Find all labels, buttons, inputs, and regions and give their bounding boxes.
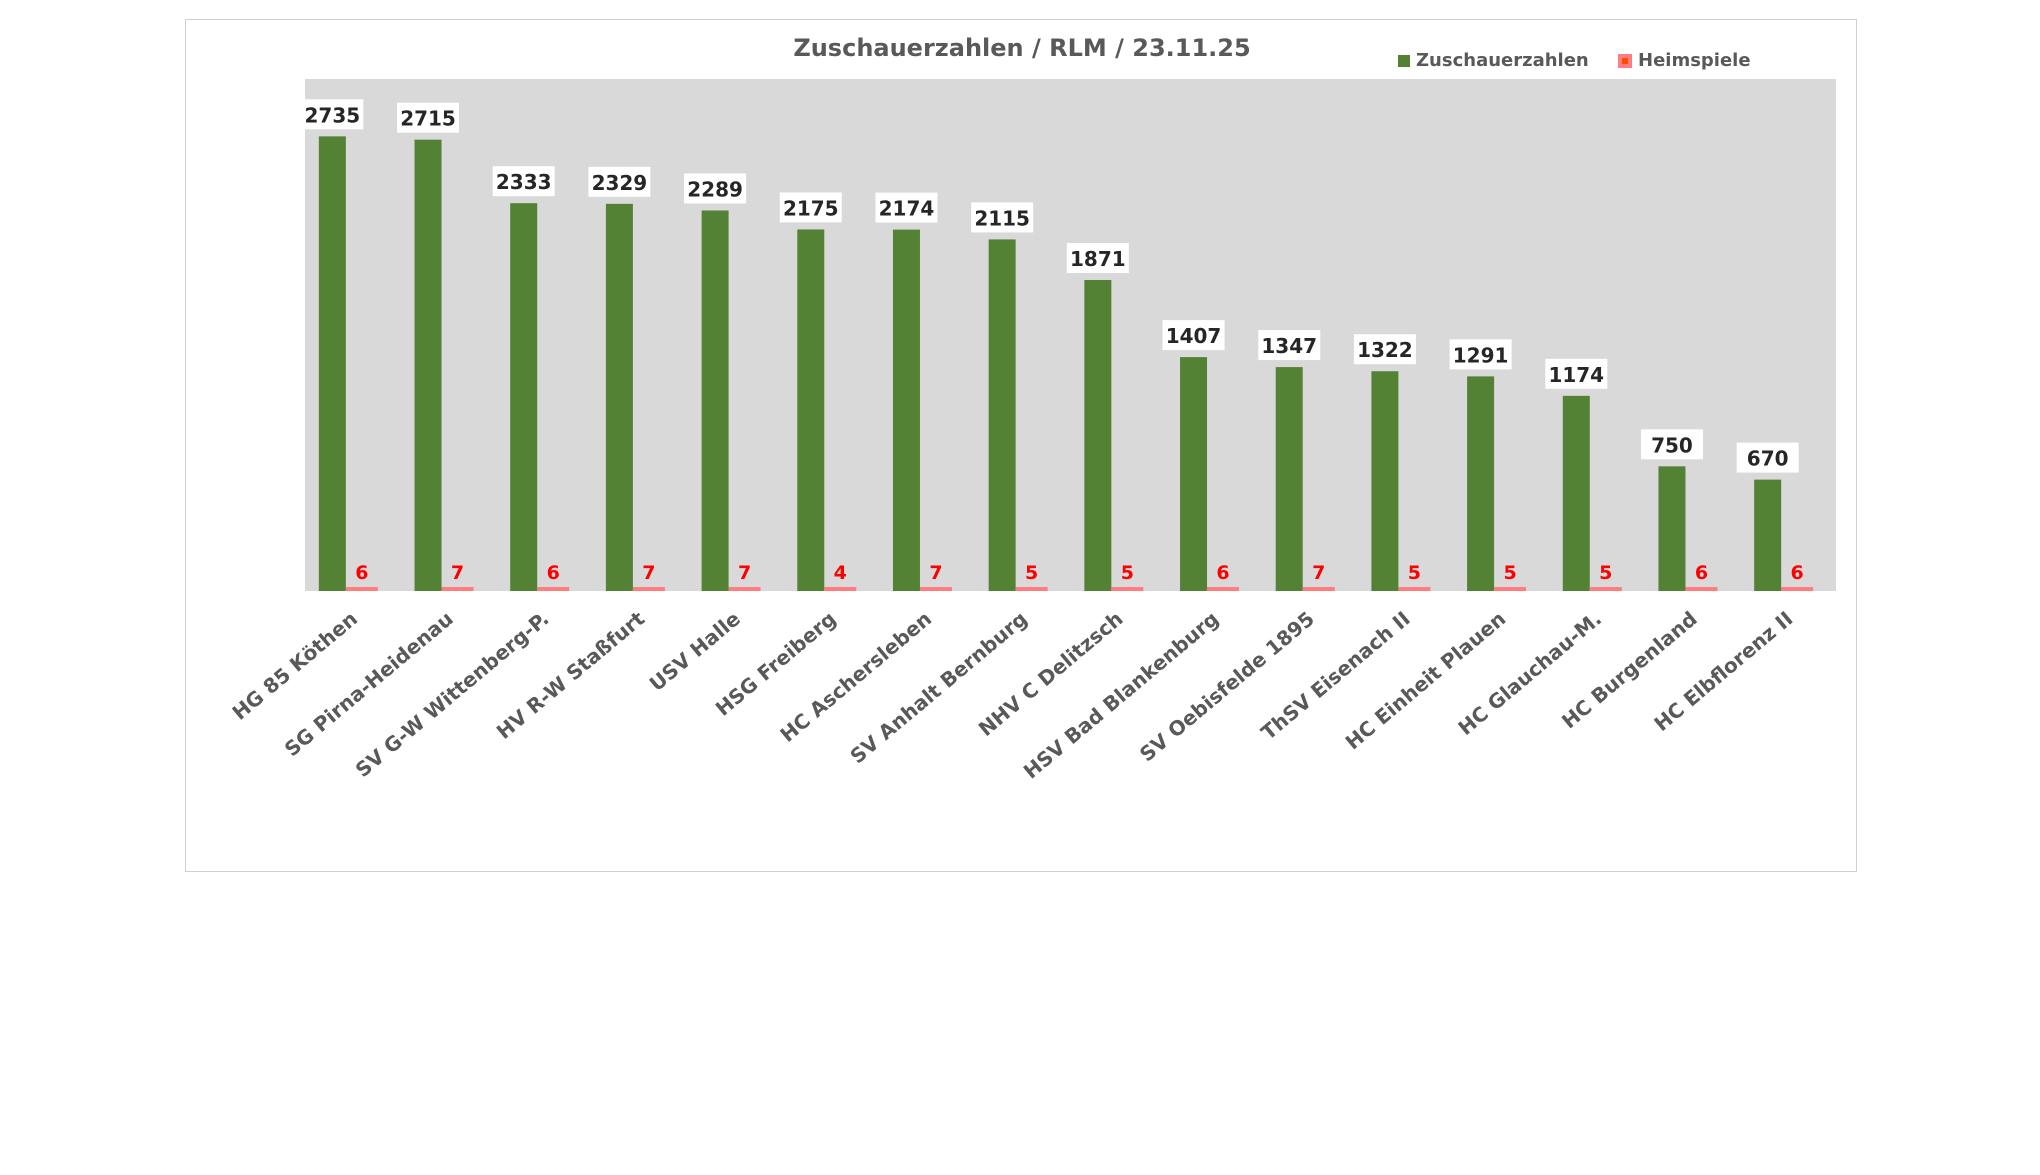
data-label-heimspiele-hc-elbflorenz-ii: 6 xyxy=(1791,562,1804,584)
data-label-heimspiele-sv-anhalt-bernburg: 5 xyxy=(1025,562,1038,584)
bar-heimspiele-hc-einheit-plauen xyxy=(1494,587,1527,591)
data-label-heimspiele-usv-halle: 7 xyxy=(738,562,751,584)
bar-heimspiele-usv-halle xyxy=(728,587,761,591)
data-label-heimspiele-hc-burgenland: 6 xyxy=(1695,562,1708,584)
bar-zuschauer-nhv-c-delitzsch xyxy=(1084,279,1112,591)
chart-title: Zuschauerzahlen / RLM / 23.11.25 xyxy=(793,34,1250,62)
x-tick-label-hc-einheit-plauen: HC Einheit Plauen xyxy=(1341,606,1511,754)
bar-zuschauer-hc-aschersleben xyxy=(892,229,920,591)
bar-heimspiele-hsg-freiberg xyxy=(824,587,857,591)
data-label-zuschauer-hsv-bad-blankenburg: 1407 xyxy=(1166,324,1222,348)
bar-heimspiele-hc-elbflorenz-ii xyxy=(1781,587,1814,591)
data-label-zuschauer-nhv-c-delitzsch: 1871 xyxy=(1070,247,1126,271)
data-label-heimspiele-hv-r-w-stassfurt: 7 xyxy=(642,562,655,584)
x-tick-label-usv-halle: USV Halle xyxy=(645,606,745,695)
bar-zuschauer-hc-elbflorenz-ii xyxy=(1754,479,1782,591)
legend: Zuschauerzahlen Heimspiele xyxy=(1398,50,1751,71)
bar-heimspiele-hc-glauchau-m xyxy=(1589,587,1622,591)
data-label-heimspiele-hsg-freiberg: 4 xyxy=(834,562,847,584)
data-label-zuschauer-thsv-eisenach-ii: 1322 xyxy=(1357,338,1413,362)
bar-zuschauer-hc-einheit-plauen xyxy=(1467,376,1495,591)
bar-zuschauer-hg-85-kothen xyxy=(318,136,346,591)
data-label-zuschauer-hg-85-kothen: 2735 xyxy=(305,103,361,127)
data-label-heimspiele-nhv-c-delitzsch: 5 xyxy=(1121,562,1134,584)
data-label-zuschauer-hc-einheit-plauen: 1291 xyxy=(1453,343,1509,367)
bar-heimspiele-sv-anhalt-bernburg xyxy=(1015,587,1048,591)
legend-swatch-heimspiele-inner xyxy=(1622,58,1628,64)
data-label-box-hg-85-kothen xyxy=(301,99,364,130)
data-label-zuschauer-hc-aschersleben: 2174 xyxy=(879,197,935,221)
data-label-heimspiele-hsv-bad-blankenburg: 6 xyxy=(1216,562,1229,584)
bar-heimspiele-hg-85-kothen xyxy=(345,587,378,591)
data-label-heimspiele-hg-85-kothen: 6 xyxy=(355,562,368,584)
bar-zuschauer-hsv-bad-blankenburg xyxy=(1180,357,1208,591)
bar-heimspiele-hsv-bad-blankenburg xyxy=(1207,587,1240,591)
data-label-zuschauer-usv-halle: 2289 xyxy=(687,177,743,201)
data-label-box-sv-oebisfelde-1895 xyxy=(1258,330,1321,361)
data-label-heimspiele-thsv-eisenach-ii: 5 xyxy=(1408,562,1421,584)
data-label-box-hc-glauchau-m xyxy=(1545,358,1608,389)
legend-label-heimspiele: Heimspiele xyxy=(1638,50,1751,71)
data-label-box-hc-einheit-plauen xyxy=(1449,339,1512,370)
bar-zuschauer-hc-burgenland xyxy=(1658,466,1686,591)
x-tick-label-hsv-bad-blankenburg: HSV Bad Blankenburg xyxy=(1019,606,1223,783)
legend-label-zuschauerzahlen: Zuschauerzahlen xyxy=(1416,50,1589,71)
bar-zuschauer-usv-halle xyxy=(701,210,729,591)
bar-heimspiele-sg-pirna-heidenau xyxy=(441,587,474,591)
data-label-zuschauer-hv-r-w-stassfurt: 2329 xyxy=(592,171,648,195)
data-label-heimspiele-hc-aschersleben: 7 xyxy=(929,562,942,584)
bar-zuschauer-thsv-eisenach-ii xyxy=(1371,371,1399,591)
data-label-box-hsv-bad-blankenburg xyxy=(1162,320,1225,351)
bar-heimspiele-hv-r-w-stassfurt xyxy=(632,587,665,591)
data-label-heimspiele-sv-oebisfelde-1895: 7 xyxy=(1312,562,1325,584)
bar-heimspiele-hc-aschersleben xyxy=(919,587,952,591)
data-label-zuschauer-sv-oebisfelde-1895: 1347 xyxy=(1261,334,1317,358)
data-label-heimspiele-hc-glauchau-m: 5 xyxy=(1599,562,1612,584)
bar-zuschauer-sv-anhalt-bernburg xyxy=(988,239,1016,591)
data-label-box-sv-g-w-wittenberg-p xyxy=(492,166,555,197)
data-label-zuschauer-sv-anhalt-bernburg: 2115 xyxy=(974,206,1030,230)
data-label-zuschauer-hc-elbflorenz-ii: 670 xyxy=(1747,447,1789,471)
bar-zuschauer-sv-oebisfelde-1895 xyxy=(1275,367,1303,591)
data-label-box-hc-burgenland xyxy=(1640,429,1703,460)
data-label-box-usv-halle xyxy=(684,173,747,204)
bar-heimspiele-sv-oebisfelde-1895 xyxy=(1302,587,1335,591)
data-label-box-hsg-freiberg xyxy=(779,192,842,223)
data-label-box-sg-pirna-heidenau xyxy=(397,102,460,133)
data-label-box-thsv-eisenach-ii xyxy=(1353,334,1416,365)
data-label-heimspiele-sg-pirna-heidenau: 7 xyxy=(451,562,464,584)
chart-frame: Zuschauerzahlen / RLM / 23.11.25 Zuschau… xyxy=(185,19,1857,872)
x-tick-label-sv-anhalt-bernburg: SV Anhalt Bernburg xyxy=(845,606,1032,768)
data-label-box-sv-anhalt-bernburg xyxy=(971,202,1034,233)
data-label-heimspiele-sv-g-w-wittenberg-p: 6 xyxy=(547,562,560,584)
data-label-zuschauer-hc-glauchau-m: 1174 xyxy=(1548,363,1604,387)
x-tick-label-sv-g-w-wittenberg-p: SV G-W Wittenberg-P. xyxy=(351,606,554,782)
bar-chart: Zuschauerzahlen / RLM / 23.11.25 Zuschau… xyxy=(228,34,1836,783)
bar-heimspiele-nhv-c-delitzsch xyxy=(1111,587,1144,591)
bar-heimspiele-hc-burgenland xyxy=(1685,587,1718,591)
bar-zuschauer-hc-glauchau-m xyxy=(1562,395,1590,591)
data-label-box-hv-r-w-stassfurt xyxy=(588,166,651,197)
bar-heimspiele-thsv-eisenach-ii xyxy=(1398,587,1431,591)
data-label-heimspiele-hc-einheit-plauen: 5 xyxy=(1503,562,1516,584)
data-label-box-hc-aschersleben xyxy=(875,192,938,223)
data-label-zuschauer-sg-pirna-heidenau: 2715 xyxy=(400,107,456,131)
data-label-zuschauer-hsg-freiberg: 2175 xyxy=(783,196,839,220)
x-tick-label-sv-oebisfelde-1895: SV Oebisfelde 1895 xyxy=(1135,606,1319,766)
bar-zuschauer-sv-g-w-wittenberg-p xyxy=(510,203,538,591)
x-tick-label-sg-pirna-heidenau: SG Pirna-Heidenau xyxy=(280,606,458,761)
bar-zuschauer-hv-r-w-stassfurt xyxy=(605,203,633,591)
data-label-zuschauer-sv-g-w-wittenberg-p: 2333 xyxy=(496,170,552,194)
data-label-zuschauer-hc-burgenland: 750 xyxy=(1651,433,1693,457)
bar-zuschauer-sg-pirna-heidenau xyxy=(414,139,442,591)
data-label-box-hc-elbflorenz-ii xyxy=(1736,442,1799,473)
legend-swatch-zuschauerzahlen xyxy=(1398,55,1410,67)
bar-heimspiele-sv-g-w-wittenberg-p xyxy=(537,587,570,591)
data-label-box-nhv-c-delitzsch xyxy=(1066,242,1129,273)
bar-zuschauer-hsg-freiberg xyxy=(797,229,825,591)
